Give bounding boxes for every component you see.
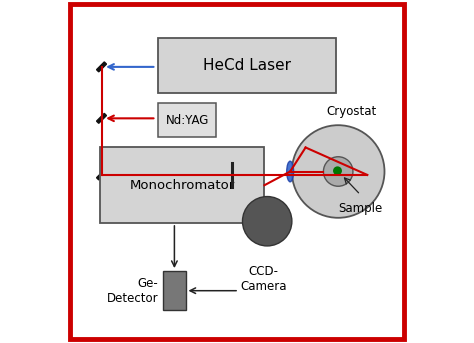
Circle shape [292, 125, 384, 218]
Circle shape [323, 157, 353, 186]
Polygon shape [301, 143, 310, 152]
Bar [100, 147, 264, 223]
Text: Monochromator: Monochromator [129, 179, 235, 192]
Bar [158, 103, 217, 137]
Text: HeCd Laser: HeCd Laser [203, 58, 292, 73]
Circle shape [243, 197, 292, 246]
Text: Sample: Sample [338, 202, 383, 215]
Text: Nd:YAG: Nd:YAG [165, 114, 209, 127]
Bar [163, 271, 185, 310]
Polygon shape [362, 170, 372, 180]
Text: CCD-
Camera: CCD- Camera [240, 265, 287, 293]
Polygon shape [97, 170, 107, 180]
Polygon shape [97, 114, 107, 123]
Bar [158, 38, 337, 93]
Ellipse shape [287, 161, 293, 182]
Polygon shape [97, 62, 107, 72]
Circle shape [333, 166, 342, 175]
Text: Ge-
Detector: Ge- Detector [107, 277, 158, 305]
Text: Cryostat: Cryostat [327, 105, 377, 118]
